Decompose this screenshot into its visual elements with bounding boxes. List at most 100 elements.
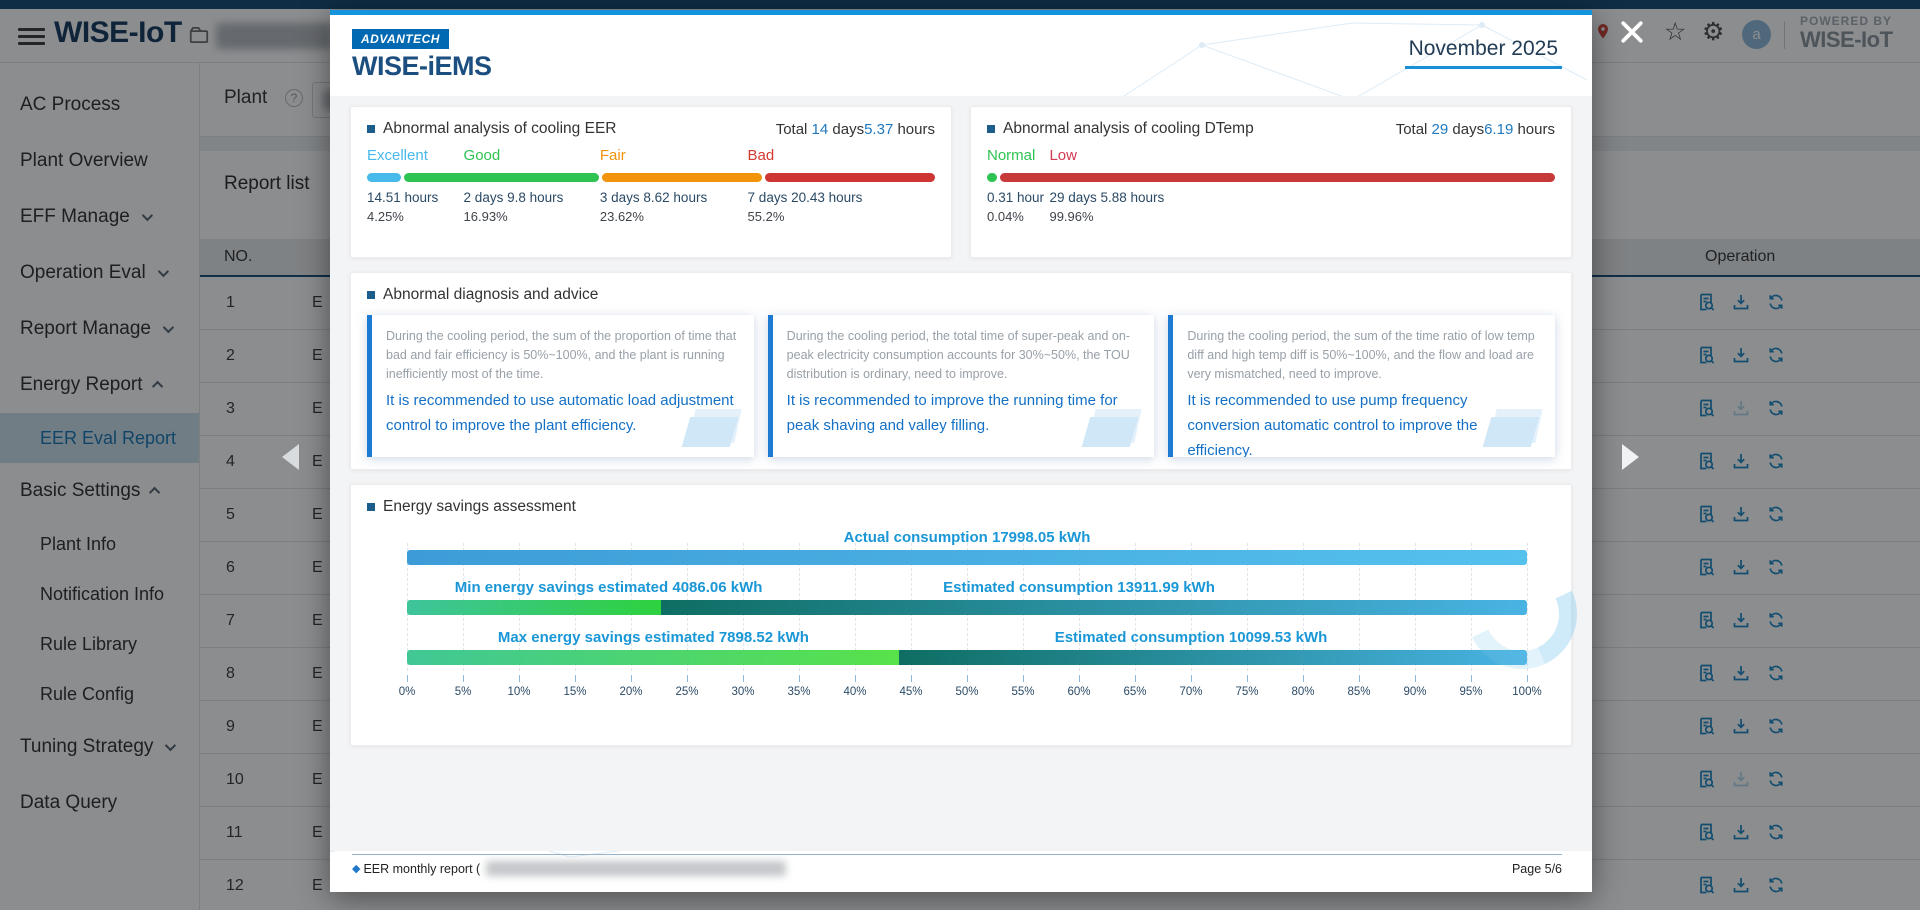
preview-report-button[interactable] — [1696, 451, 1716, 471]
sidebar-item-eff-manage[interactable]: EFF Manage — [0, 189, 199, 245]
top-border-strip — [0, 0, 1920, 9]
operation-cell — [1696, 451, 1786, 471]
regenerate-report-button[interactable] — [1766, 345, 1786, 365]
preview-report-button[interactable] — [1696, 769, 1716, 789]
sidebar-item-data-query[interactable]: Data Query — [0, 775, 199, 831]
regenerate-report-button[interactable] — [1766, 663, 1786, 683]
regenerate-report-button[interactable] — [1766, 557, 1786, 577]
actual-bar — [407, 550, 1527, 565]
sidebar-item-label: EER Eval Report — [40, 427, 177, 448]
percent-value: 4.25% — [367, 209, 404, 224]
total-part: 6.19 — [1484, 120, 1514, 138]
sidebar-item-plant-overview[interactable]: Plant Overview — [0, 133, 199, 189]
preview-report-button[interactable] — [1696, 822, 1716, 842]
preview-report-button[interactable] — [1696, 663, 1716, 683]
axis-tick — [967, 675, 968, 682]
diagnosis-advice-text: It is recommended to use automatic load … — [386, 392, 734, 434]
duration-value: 3 days 8.62 hours — [599, 190, 708, 205]
eer-status-bar — [367, 173, 936, 182]
preview-report-button[interactable] — [1696, 875, 1716, 895]
regenerate-report-button[interactable] — [1766, 769, 1786, 789]
axis-tick-label: 70% — [1179, 686, 1203, 698]
operation-cell — [1696, 345, 1786, 365]
regenerate-report-button[interactable] — [1766, 822, 1786, 842]
legend-label: Normal — [987, 147, 1036, 164]
bar-segment — [367, 173, 401, 182]
sidebar-item-basic-settings[interactable]: Basic Settings — [0, 463, 199, 519]
regenerate-report-button[interactable] — [1766, 610, 1786, 630]
folder-icon[interactable] — [188, 24, 210, 51]
percent-value: 16.93% — [463, 209, 508, 224]
dtemp-panel-header: Abnormal analysis of cooling DTemp Total … — [971, 107, 1571, 138]
regenerate-report-button[interactable] — [1766, 716, 1786, 736]
preview-report-button[interactable] — [1696, 557, 1716, 577]
preview-report-button[interactable] — [1696, 610, 1716, 630]
axis-tick — [855, 675, 856, 682]
regenerate-report-button[interactable] — [1766, 451, 1786, 471]
sidebar-item-notification-info[interactable]: Notification Info — [0, 569, 199, 619]
download-report-button[interactable] — [1731, 345, 1751, 365]
preview-report-button[interactable] — [1696, 398, 1716, 418]
download-report-button[interactable] — [1731, 875, 1751, 895]
report-period: November 2025 — [1404, 37, 1562, 69]
axis-tick-label: 45% — [899, 686, 923, 698]
settings-gear-icon[interactable]: ⚙ — [1702, 18, 1725, 46]
operation-cell — [1696, 292, 1786, 312]
download-report-button[interactable] — [1731, 451, 1751, 471]
sidebar-item-operation-eval[interactable]: Operation Eval — [0, 245, 199, 301]
regenerate-report-button[interactable] — [1766, 504, 1786, 524]
sidebar-item-eer-eval-report[interactable]: EER Eval Report — [0, 413, 199, 463]
bar-segment — [898, 650, 1527, 665]
sidebar-item-tuning-strategy[interactable]: Tuning Strategy — [0, 719, 199, 775]
notification-pin-icon[interactable] — [1594, 22, 1612, 47]
download-report-button[interactable] — [1731, 504, 1751, 524]
regenerate-report-button[interactable] — [1766, 398, 1786, 418]
axis-tick-label: 40% — [843, 686, 867, 698]
report-body: Abnormal analysis of cooling EER Total 14… — [330, 96, 1593, 851]
preview-report-button[interactable] — [1696, 504, 1716, 524]
sidebar-item-energy-report[interactable]: Energy Report — [0, 357, 199, 413]
regenerate-report-button[interactable] — [1766, 292, 1786, 312]
close-modal-button[interactable] — [1618, 18, 1648, 48]
download-report-button[interactable] — [1731, 610, 1751, 630]
operation-cell — [1696, 504, 1786, 524]
sidebar-item-rule-library[interactable]: Rule Library — [0, 619, 199, 669]
preview-report-button[interactable] — [1696, 292, 1716, 312]
report-name: E — [312, 506, 323, 523]
footer-report-label: EER monthly report ( — [363, 861, 481, 876]
report-no: 12 — [226, 877, 244, 894]
report-name: E — [312, 665, 323, 682]
preview-report-button[interactable] — [1696, 716, 1716, 736]
download-report-button[interactable] — [1731, 292, 1751, 312]
preview-report-button[interactable] — [1696, 345, 1716, 365]
sidebar-item-ac-process[interactable]: AC Process — [0, 77, 199, 133]
sidebar-item-report-manage[interactable]: Report Manage — [0, 301, 199, 357]
favorite-star-icon[interactable]: ☆ — [1664, 18, 1687, 46]
axis-tick — [1079, 675, 1080, 682]
sidebar-item-plant-info[interactable]: Plant Info — [0, 519, 199, 569]
total-part: Total — [1395, 120, 1432, 138]
download-report-button[interactable] — [1731, 769, 1751, 789]
axis-tick-label: 10% — [507, 686, 531, 698]
bar-segment — [403, 173, 600, 182]
download-report-button[interactable] — [1731, 716, 1751, 736]
operation-cell — [1696, 557, 1786, 577]
report-prev-page-button[interactable] — [282, 444, 299, 470]
sidebar-item-rule-config[interactable]: Rule Config — [0, 669, 199, 719]
bar-segment — [764, 173, 936, 182]
sidebar-item-label: Plant Overview — [20, 150, 148, 171]
diagnosis-title: Abnormal diagnosis and advice — [383, 286, 599, 303]
bar-value-label: Actual consumption 17998.05 kWh — [843, 529, 1091, 546]
user-avatar[interactable]: a — [1742, 20, 1771, 49]
download-report-button[interactable] — [1731, 663, 1751, 683]
menu-hamburger-button[interactable] — [18, 24, 45, 46]
regenerate-report-button[interactable] — [1766, 875, 1786, 895]
operation-cell — [1696, 875, 1786, 895]
report-no: 6 — [226, 559, 235, 576]
legend-label: Low — [1049, 147, 1077, 164]
download-report-button[interactable] — [1731, 822, 1751, 842]
help-icon[interactable]: ? — [285, 89, 303, 107]
download-report-button[interactable] — [1731, 557, 1751, 577]
download-report-button[interactable] — [1731, 398, 1751, 418]
report-next-page-button[interactable] — [1622, 444, 1639, 470]
